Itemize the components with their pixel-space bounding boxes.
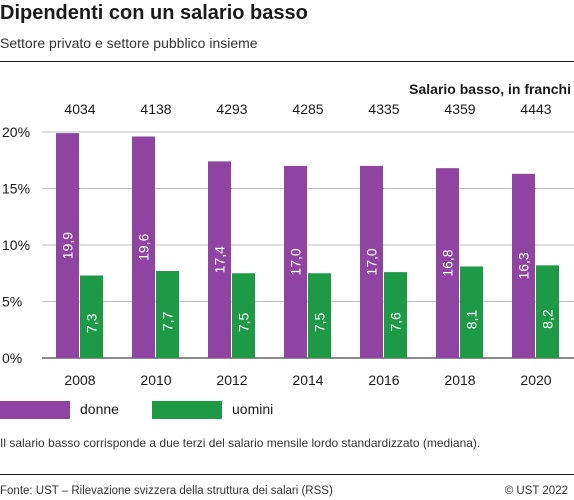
x-tick-label: 2020 — [520, 372, 551, 388]
data-label-donne: 17,4 — [212, 246, 228, 273]
bar-uomini — [384, 272, 407, 358]
y-tick-label: 5% — [2, 294, 22, 310]
footnote: Il salario basso corrisponde a due terzi… — [0, 436, 481, 450]
y-tick-label: 15% — [2, 181, 30, 197]
bottom-divider — [0, 474, 574, 475]
top-row-value: 4359 — [444, 101, 475, 117]
x-tick-label: 2014 — [292, 372, 323, 388]
bar-donne — [436, 168, 459, 358]
bar-donne — [360, 165, 383, 358]
chart-subtitle: Settore privato e settore pubblico insie… — [0, 35, 258, 51]
bar-donne — [56, 133, 79, 358]
top-row-value: 4034 — [64, 101, 95, 117]
bar-uomini — [80, 275, 103, 358]
top-row-value: 4335 — [368, 101, 399, 117]
data-label-donne: 17,0 — [364, 248, 380, 275]
source-text: Fonte: UST – Rilevazione svizzera della … — [0, 485, 333, 497]
bar-donne — [132, 136, 155, 358]
data-label-uomini: 8,1 — [464, 310, 480, 330]
top-row-label: Salario basso, in franchi — [409, 81, 571, 97]
legend: donne uomini — [0, 398, 574, 420]
bar-uomini — [232, 273, 255, 358]
bar-uomini — [308, 273, 331, 358]
bar-uomini — [536, 265, 559, 358]
data-label-uomini: 7,6 — [388, 312, 404, 332]
data-label-uomini: 8,2 — [540, 309, 556, 329]
data-label-donne: 17,0 — [288, 248, 304, 275]
x-tick-label: 2010 — [140, 372, 171, 388]
legend-swatch-donne — [0, 401, 70, 419]
y-tick-label: 10% — [2, 237, 30, 253]
top-row-value: 4443 — [520, 101, 551, 117]
bar-donne — [512, 173, 535, 358]
data-label-uomini: 7,3 — [84, 313, 100, 333]
y-tick-label: 0% — [2, 350, 22, 366]
x-tick-label: 2008 — [64, 372, 95, 388]
legend-label-uomini: uomini — [232, 401, 274, 417]
x-tick-label: 2018 — [444, 372, 475, 388]
top-divider — [0, 61, 574, 62]
legend-swatch-uomini — [152, 401, 222, 419]
copyright-text: © UST 2022 — [504, 485, 568, 497]
bar-uomini — [156, 270, 179, 358]
data-label-donne: 16,8 — [440, 249, 456, 276]
data-label-uomini: 7,7 — [160, 312, 176, 332]
data-label-donne: 16,3 — [516, 252, 532, 279]
legend-label-donne: donne — [80, 401, 119, 417]
bar-chart: 0% 5% 10% 15% 20% Salario basso, in franchi 40… — [2, 81, 574, 388]
data-label-uomini: 7,5 — [312, 312, 328, 332]
x-tick-label: 2012 — [216, 372, 247, 388]
data-label-donne: 19,6 — [136, 233, 152, 260]
bar-donne — [208, 161, 231, 358]
top-row-value: 4293 — [216, 101, 247, 117]
chart-title: Dipendenti con un salario basso — [0, 2, 308, 24]
data-label-uomini: 7,5 — [236, 312, 252, 332]
x-tick-label: 2016 — [368, 372, 399, 388]
data-label-donne: 19,9 — [60, 232, 76, 259]
bar-donne — [284, 165, 307, 358]
top-row-value: 4138 — [140, 101, 171, 117]
top-row-value: 4285 — [292, 101, 323, 117]
bar-uomini — [460, 266, 483, 358]
y-tick-label: 20% — [2, 124, 30, 140]
